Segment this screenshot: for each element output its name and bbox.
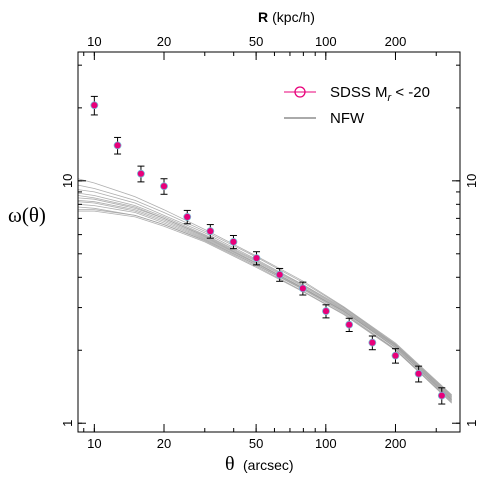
data-point-7: [252, 251, 261, 266]
data-point-11: [345, 317, 354, 333]
legend-nfw-label: NFW: [330, 110, 365, 127]
legend: SDSS Mr < -20 NFW: [284, 84, 430, 127]
point-marker-10: [322, 307, 330, 316]
data-point-8: [275, 267, 284, 282]
top-tick-label-1: 20: [157, 34, 171, 49]
nfw-curve-0: [77, 192, 452, 398]
point-marker-14: [414, 369, 423, 378]
nfw-curve-7: [77, 203, 452, 401]
y-tick-label-1: 10: [60, 174, 75, 188]
top-axis-label: R: [258, 9, 268, 25]
nfw-curve-6: [77, 189, 452, 397]
data-point-5: [206, 224, 215, 239]
point-marker-11: [345, 320, 354, 329]
point-marker-8: [275, 270, 284, 279]
point-marker-13: [391, 351, 400, 360]
legend-sdss-marker: [294, 86, 306, 98]
data-point-10: [322, 304, 330, 319]
y2-tick-label-1: 10: [464, 174, 479, 188]
point-marker-12: [368, 338, 377, 347]
axis-ticks: 10 20 50 100 200 10 20 50 100 200 1 1 10 10: [60, 34, 479, 451]
data-points: [90, 95, 446, 405]
nfw-curves: [77, 178, 452, 404]
x-axis-label: θ: [225, 453, 235, 475]
point-marker-15: [437, 391, 446, 400]
plot-frame: [77, 51, 461, 433]
x-tick-label-2: 50: [249, 436, 263, 451]
point-marker-3: [160, 182, 168, 191]
x-tick-label-0: 10: [87, 436, 101, 451]
legend-sdss-label: SDSS Mr < -20: [330, 84, 430, 104]
x-tick-label-1: 20: [157, 436, 171, 451]
x-axis-unit: (arcsec): [243, 457, 294, 473]
data-point-3: [160, 178, 168, 195]
nfw-curve-11: [77, 200, 452, 400]
nfw-curve-5: [78, 210, 452, 403]
nfw-curve-9: [78, 209, 452, 404]
data-point-0: [90, 95, 99, 116]
nfw-curve-2: [77, 206, 452, 402]
data-point-9: [298, 281, 307, 296]
x-axis-title: θ (arcsec): [225, 453, 294, 475]
data-point-15: [437, 387, 446, 405]
data-point-13: [391, 348, 400, 364]
data-point-14: [414, 365, 423, 383]
point-marker-4: [183, 212, 192, 221]
nfw-curve-1: [77, 201, 452, 400]
y-tick-label-0: 1: [60, 420, 75, 427]
nfw-curve-4: [77, 197, 452, 399]
data-point-6: [229, 234, 238, 250]
x-tick-label-3: 100: [315, 436, 337, 451]
data-point-1: [113, 136, 122, 155]
nfw-curve-8: [77, 195, 452, 400]
point-marker-5: [206, 227, 215, 236]
point-marker-1: [113, 141, 122, 150]
top-tick-label-0: 10: [87, 34, 101, 49]
y-axis-label: ω(θ): [8, 203, 46, 227]
point-marker-9: [298, 284, 307, 293]
x-tick-label-4: 200: [385, 436, 407, 451]
top-axis-title: R (kpc/h): [258, 9, 315, 25]
point-marker-7: [252, 254, 261, 262]
top-tick-label-3: 100: [315, 34, 337, 49]
top-tick-label-4: 200: [385, 34, 407, 49]
data-point-2: [137, 165, 145, 183]
point-marker-0: [90, 101, 99, 110]
y2-tick-label-0: 1: [464, 420, 479, 427]
point-marker-6: [229, 237, 238, 246]
top-axis-unit: (kpc/h): [272, 9, 315, 25]
point-marker-2: [137, 169, 145, 178]
data-point-12: [368, 335, 377, 351]
data-point-4: [183, 209, 192, 225]
top-tick-label-2: 50: [249, 34, 263, 49]
